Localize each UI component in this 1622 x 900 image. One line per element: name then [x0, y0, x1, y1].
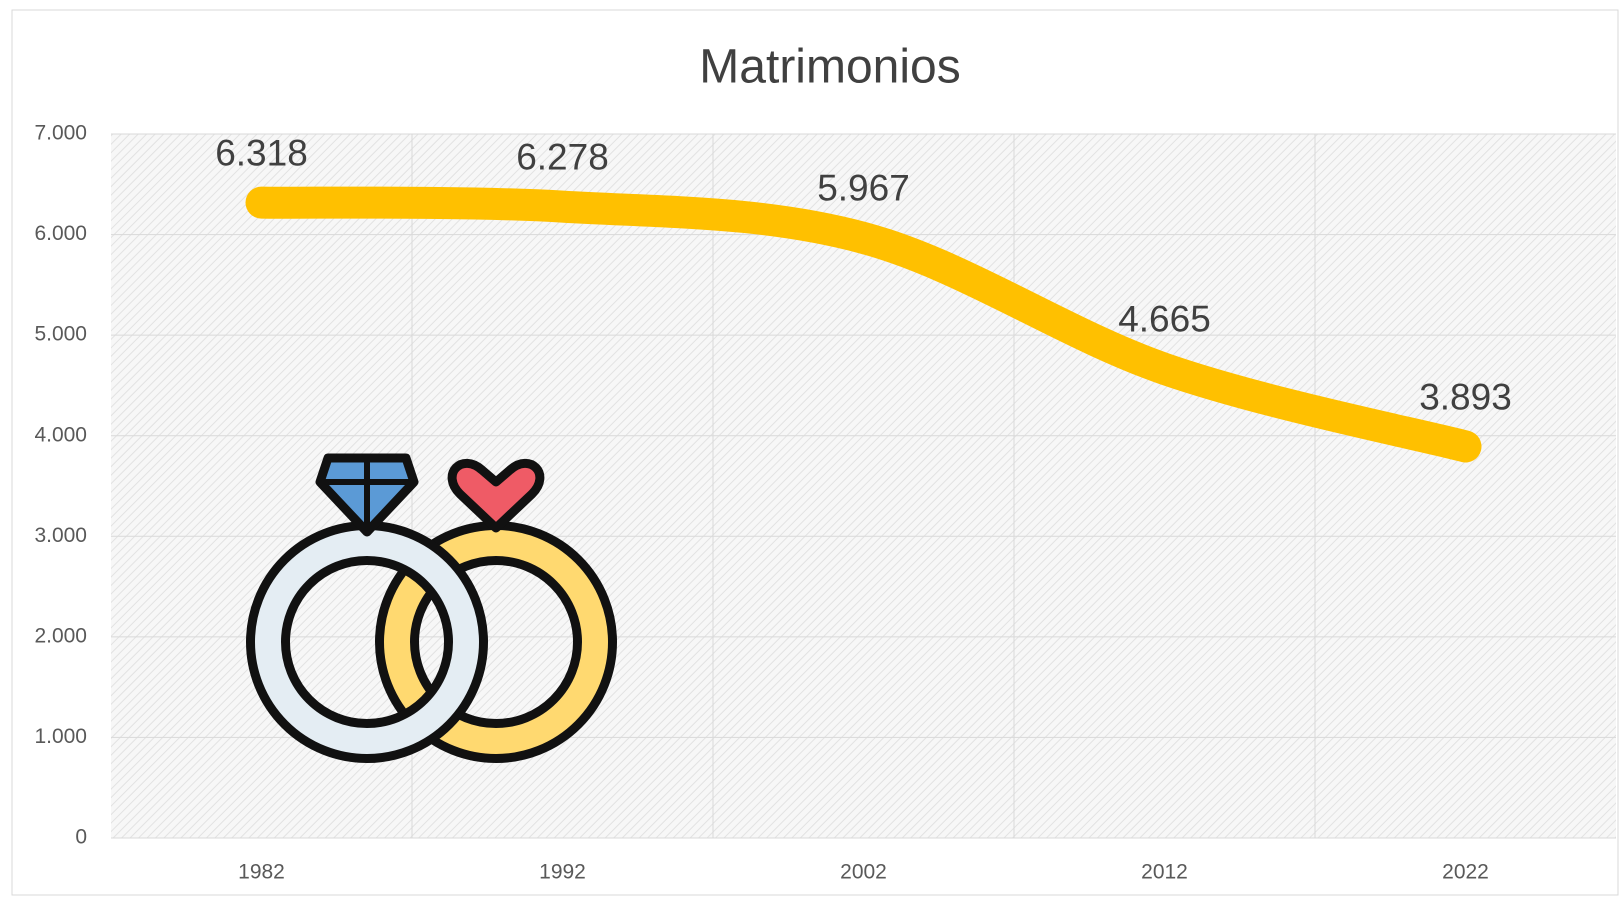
- y-tick-label: 2.000: [34, 624, 87, 647]
- data-label: 6.318: [215, 132, 308, 173]
- chart: Matrimonios 0 1.000 2.000 3.000 4.000 5.000 6.…: [0, 0, 1622, 900]
- x-tick-label: 1982: [238, 861, 285, 884]
- y-tick-label: 6.000: [34, 222, 87, 245]
- data-label: 6.278: [516, 136, 609, 177]
- y-tick-label: 5.000: [34, 323, 87, 346]
- data-label: 5.967: [817, 168, 910, 209]
- data-label: 4.665: [1118, 299, 1211, 340]
- y-tick-label: 3.000: [34, 524, 87, 547]
- chart-title: Matrimonios: [699, 41, 960, 94]
- y-tick-label: 4.000: [34, 423, 87, 446]
- x-tick-label: 2012: [1141, 861, 1188, 884]
- y-tick-label: 7.000: [34, 122, 87, 145]
- y-tick-label: 1.000: [34, 725, 87, 748]
- x-tick-label: 1992: [539, 861, 586, 884]
- x-tick-label: 2022: [1442, 861, 1489, 884]
- x-tick-label: 2002: [840, 861, 887, 884]
- data-label: 3.893: [1419, 376, 1512, 417]
- y-tick-label: 0: [75, 826, 87, 849]
